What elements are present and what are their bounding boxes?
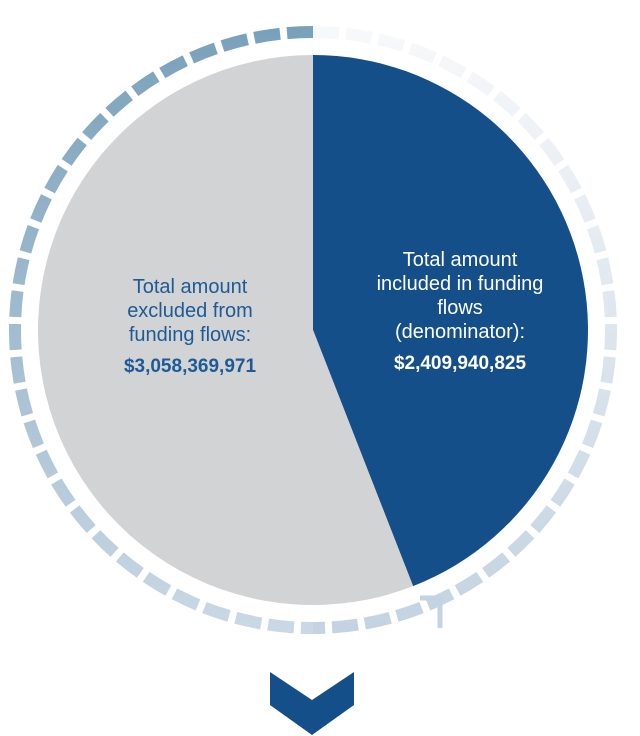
bracket xyxy=(420,595,443,628)
slice-value: $3,058,369,971 xyxy=(123,356,257,377)
ring-left xyxy=(9,26,314,634)
pie-slice xyxy=(313,55,588,587)
slice-value: $2,409,940,825 xyxy=(393,353,527,374)
ring-right xyxy=(312,26,617,634)
down-arrow xyxy=(270,672,354,735)
ring xyxy=(9,26,617,634)
slice-label: Total amount included in funding flows (… xyxy=(375,248,545,376)
slice-label: Total amount excluded from funding flows… xyxy=(100,275,280,379)
pie xyxy=(37,55,588,606)
pie-slice xyxy=(37,55,414,606)
slice-name: Total amount excluded from funding flows… xyxy=(127,276,253,346)
slice-name: Total amount included in funding flows (… xyxy=(376,249,544,343)
